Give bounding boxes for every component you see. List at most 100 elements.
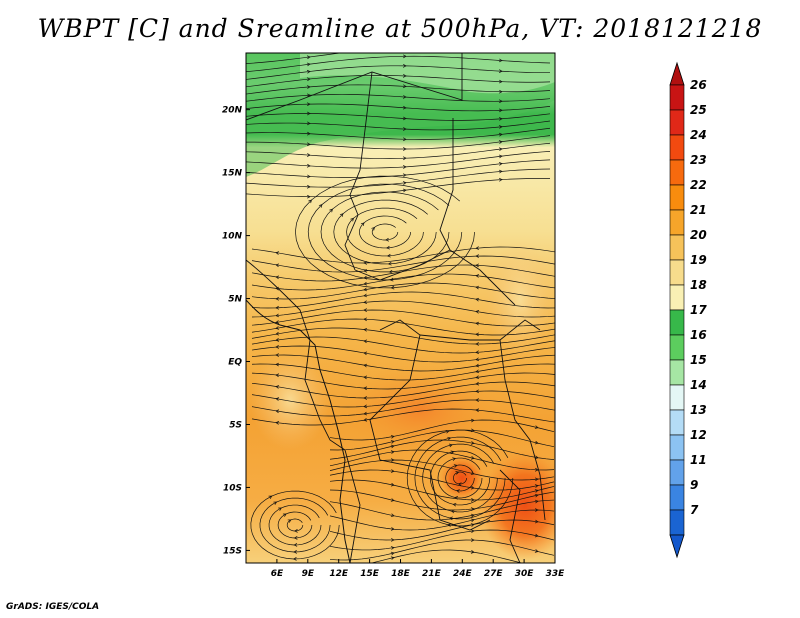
streamline-arrow [402,156,407,161]
streamline-arrow [535,508,539,512]
streamline-arrow [390,556,395,560]
streamline [251,291,555,309]
streamline-arrow [475,389,480,394]
streamline-arrow [275,345,280,349]
streamline-arrow [268,495,273,499]
streamline [251,300,555,318]
streamline-arrow [306,85,311,89]
streamline-arrow [534,477,539,482]
streamline [251,336,555,354]
streamline-arrow [363,275,368,280]
streamline-arrow [402,188,407,193]
streamline-arrow [275,313,280,318]
streamline-arrow [448,443,453,448]
streamline-arrow [402,95,407,99]
streamline-arrow [498,108,503,113]
streamline-arrow [402,105,407,110]
streamline-arrow [534,484,539,488]
streamline-arrow [534,549,539,553]
streamline-arrow [275,373,280,378]
colorbar-swatch [669,384,685,411]
plot-area [246,46,555,563]
streamline [251,354,555,372]
streamline [246,65,551,80]
streamline-arrow [278,507,282,511]
colorbar-label: 9 [690,478,698,492]
streamline [329,529,555,551]
streamline-arrow [403,147,407,151]
chart-title: WBPT [C] and Sreamline at 500hPa, VT: 20… [37,14,763,43]
streamline-arrow [498,125,503,129]
streamline [246,53,550,64]
streamline-arrow [534,425,539,429]
streamline [246,127,551,140]
streamline-arrow [275,331,280,336]
colorbar-top-arrow [669,61,685,86]
streamline-arrow [273,501,278,505]
streamline-arrow [403,46,406,49]
streamline-arrow [363,339,368,344]
x-tick-label: 6E [271,569,284,579]
streamline-arrow [449,516,453,521]
streamline-arrow [363,268,368,273]
streamline-arrow [498,169,503,174]
streamline [251,246,555,264]
colorbar-label: 16 [690,328,707,342]
streamline-arrow [402,116,407,121]
streamline-arrow [390,434,395,439]
streamline-arrow [390,551,395,556]
streamline-arrow [363,411,368,416]
streamline-arrow [306,131,311,136]
streamline-arrow [402,181,407,185]
colorbar: 26 25 24 23 22 21 20 19 18 17 16 15 14 13 12 11 9 7 [669,61,707,559]
streamline-arrow [402,173,407,178]
streamline [453,471,467,485]
streamline-arrow [275,353,279,357]
streamline-arrow [275,421,280,425]
streamline-arrow [385,237,389,242]
streamline [251,399,555,417]
colorbar-swatch [669,84,685,111]
y-tick-label: 5N [228,295,242,305]
streamline-arrow [475,350,480,355]
streamline [250,490,340,560]
streamline [251,345,555,363]
x-tick-label: 24E [453,569,473,579]
y-tick-label: 5S [229,420,242,430]
streamline-arrow [455,471,460,475]
colorbar-label: 21 [690,203,707,217]
streamline-arrow [306,184,311,189]
streamline [320,191,450,273]
streamline-arrow [450,509,455,514]
streamline-arrow [275,286,280,291]
streamline-arrow [363,375,368,380]
streamline [251,408,555,426]
streamline-arrow [306,174,311,179]
colorbar-label: 17 [690,303,707,317]
west-pale-region [250,350,330,450]
streamline-arrow [498,79,503,84]
streamline [307,183,463,281]
streamline-arrow [452,502,457,507]
streamline [371,223,399,241]
streamline [246,55,551,73]
streamline [246,142,551,159]
streamline-arrow [534,493,539,498]
streamline-arrow [363,351,368,356]
streamline-arrow [363,317,368,322]
streamline-arrow [498,69,503,73]
credit-text: GrADS: IGES/COLA [6,602,100,612]
streamline [246,103,551,112]
streamline-arrow [534,519,539,524]
colorbar-label: 13 [690,403,707,417]
streamline-arrow [534,489,539,493]
streamline-arrow [363,261,368,265]
streamline-arrow [275,338,280,342]
colorbar-swatch [669,459,685,486]
colorbar-label: 12 [690,428,707,442]
streamline [329,429,555,451]
streamline-arrow [470,498,475,502]
streamline-arrow [390,285,395,290]
streamline-arrow [363,300,368,305]
x-tick-label: 21E [422,569,442,579]
